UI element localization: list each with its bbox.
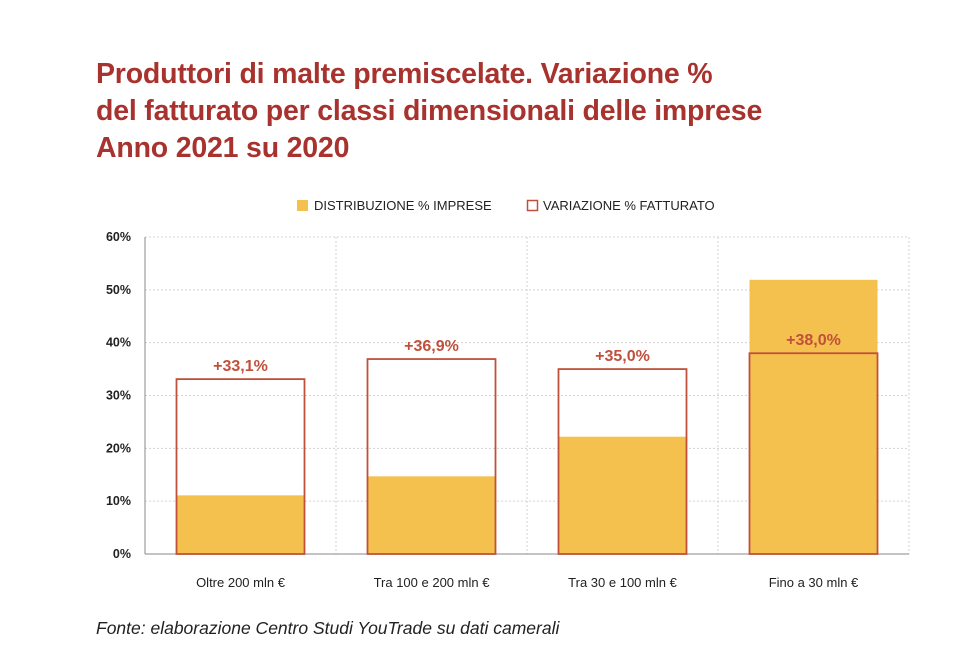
y-tick-label: 20% <box>106 441 131 455</box>
legend-label-distribution: DISTRIBUZIONE % IMPRESE <box>314 198 492 213</box>
y-tick-label: 60% <box>106 230 131 244</box>
bar-distribution <box>749 279 878 554</box>
bar-variation <box>366 358 497 555</box>
y-tick-label: 0% <box>113 547 131 561</box>
y-tick-label: 10% <box>106 494 131 508</box>
bar-distribution <box>558 436 687 554</box>
bar-variation <box>748 352 879 555</box>
value-label: +33,1% <box>213 358 268 375</box>
x-tick-label: Fino a 30 mln € <box>769 575 859 590</box>
legend-swatch-distribution <box>297 200 308 211</box>
value-labels: +33,1% +36,9% +35,0% +38,0% <box>213 332 841 375</box>
value-label: +38,0% <box>786 332 841 349</box>
bar-variation <box>557 368 688 555</box>
y-tick-label: 40% <box>106 336 131 350</box>
legend: DISTRIBUZIONE % IMPRESE VARIAZIONE % FAT… <box>297 198 715 213</box>
bar-distribution <box>176 495 305 554</box>
title-line-1: Produttori di malte premiscelate. Variaz… <box>96 58 713 90</box>
distribution-bars <box>176 279 878 554</box>
y-tick-label: 30% <box>106 389 131 403</box>
x-tick-label: Oltre 200 mln € <box>196 575 286 590</box>
bar-distribution <box>367 476 496 554</box>
title-line-2: del fatturato per classi dimensionali de… <box>96 95 763 127</box>
x-tick-label: Tra 30 e 100 mln € <box>568 575 677 590</box>
y-axis-ticks: 0% 10% 20% 30% 40% 50% 60% <box>106 230 131 561</box>
bar-variation <box>175 378 306 555</box>
legend-swatch-variation <box>526 199 539 212</box>
x-axis-labels: Oltre 200 mln € Tra 100 e 200 mln € Tra 30… <box>196 575 859 590</box>
x-tick-label: Tra 100 e 200 mln € <box>374 575 491 590</box>
variation-bars <box>175 352 879 555</box>
chart-title: Produttori di malte premiscelate. Variaz… <box>96 56 916 167</box>
source-note: Fonte: elaborazione Centro Studi YouTrad… <box>96 618 560 638</box>
legend-label-variation: VARIAZIONE % FATTURATO <box>543 198 715 213</box>
value-label: +36,9% <box>404 338 459 355</box>
value-label: +35,0% <box>595 348 650 365</box>
y-tick-label: 50% <box>106 283 131 297</box>
title-line-3: Anno 2021 su 2020 <box>96 132 350 164</box>
